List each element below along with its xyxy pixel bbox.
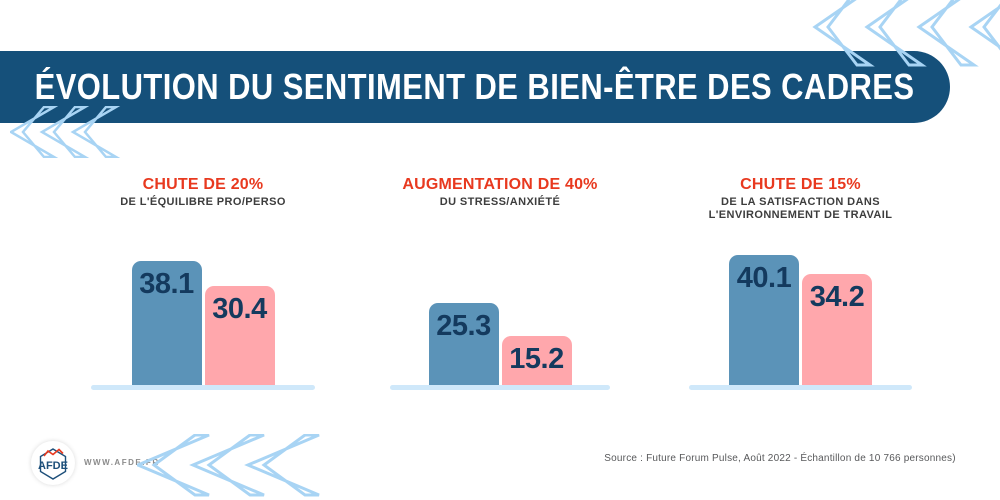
- website-label: WWW.AFDE.FR: [84, 458, 160, 467]
- bar-pink: 34.2: [802, 274, 872, 385]
- baseline: [689, 385, 912, 390]
- bar-pair: 25.3 15.2: [390, 303, 610, 385]
- group-subtitle: DE L'ÉQUILIBRE PRO/PERSO: [120, 196, 286, 208]
- bar-pink: 30.4: [204, 286, 275, 385]
- source-note: Source : Future Forum Pulse, Août 2022 -…: [604, 453, 956, 464]
- bar-blue: 25.3: [428, 303, 499, 385]
- group-headline: CHUTE DE 15%: [740, 176, 861, 193]
- bar-pink: 15.2: [501, 336, 572, 385]
- chart-group-equilibre: CHUTE DE 20% DE L'ÉQUILIBRE PRO/PERSO 38…: [91, 176, 315, 390]
- bar-value: 40.1: [736, 262, 792, 294]
- bar-pair: 38.1 30.4: [91, 261, 315, 385]
- bar-pair: 40.1 34.2: [689, 255, 912, 385]
- group-headline: AUGMENTATION DE 40%: [402, 176, 598, 193]
- afde-logo-icon: AFDE: [38, 448, 68, 480]
- bar-value: 38.1: [139, 268, 194, 300]
- chevrons-bottom-left-icon: [137, 434, 320, 497]
- logo-text: AFDE: [38, 460, 68, 472]
- bar-blue: 40.1: [729, 255, 799, 385]
- bar-blue: 38.1: [131, 261, 202, 385]
- group-headline: CHUTE DE 20%: [142, 176, 264, 193]
- bar-value: 25.3: [436, 310, 491, 342]
- chart-group-satisfaction: CHUTE DE 15% DE LA SATISFACTION DANS L'E…: [689, 176, 912, 390]
- chevrons-top-right-icon: [812, 0, 1000, 67]
- afde-logo: AFDE: [31, 441, 75, 485]
- chart-group-stress: AUGMENTATION DE 40% DU STRESS/ANXIÉTÉ 25…: [390, 176, 610, 390]
- baseline: [390, 385, 610, 390]
- bar-value: 30.4: [212, 293, 267, 325]
- bar-value: 34.2: [809, 281, 865, 313]
- bar-value: 15.2: [509, 343, 564, 375]
- group-subtitle: DU STRESS/ANXIÉTÉ: [439, 196, 561, 208]
- page-title: ÉVOLUTION DU SENTIMENT DE BIEN-ÊTRE DES …: [35, 66, 915, 107]
- group-subtitle: DE LA SATISFACTION DANS L'ENVIRONNEMENT …: [708, 196, 893, 221]
- chevrons-left-icon: [10, 106, 121, 158]
- title-banner: ÉVOLUTION DU SENTIMENT DE BIEN-ÊTRE DES …: [0, 51, 950, 123]
- baseline: [91, 385, 315, 390]
